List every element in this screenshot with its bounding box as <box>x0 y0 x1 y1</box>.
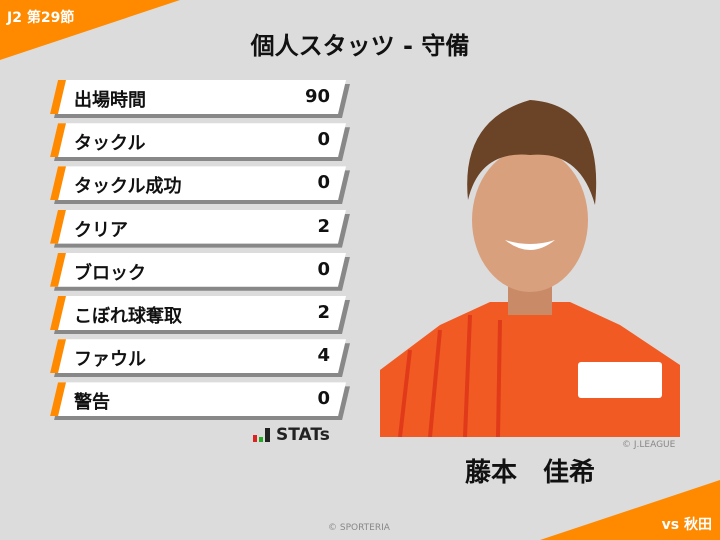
stat-row: タックル 0 <box>50 123 352 159</box>
row-bar <box>50 339 346 373</box>
stat-row: 警告 0 <box>50 382 352 418</box>
stat-value: 0 <box>317 129 330 151</box>
stat-value: 0 <box>317 172 330 194</box>
row-bar <box>50 382 346 416</box>
row-bar <box>50 253 346 287</box>
stat-row: タックル成功 0 <box>50 166 352 202</box>
row-bar <box>50 123 346 157</box>
stat-value: 0 <box>317 388 330 410</box>
bar-chart-icon <box>253 428 270 442</box>
stat-row: クリア 2 <box>50 209 352 246</box>
stat-value: 4 <box>317 345 330 367</box>
stat-label: ファウル <box>74 349 146 371</box>
stat-value: 0 <box>317 258 330 280</box>
stat-value: 2 <box>317 215 330 237</box>
row-bar <box>50 296 346 330</box>
round-label: J2 第29節 <box>7 10 75 26</box>
stat-row: 出場時間 90 <box>50 80 352 116</box>
player-photo <box>380 80 680 437</box>
row-bar <box>50 210 346 244</box>
stat-label: タックル成功 <box>74 176 182 198</box>
player-name: 藤本 佳希 <box>464 458 595 488</box>
stat-label: こぼれ球奪取 <box>74 306 182 327</box>
row-bar <box>50 80 346 114</box>
opponent-label: vs 秋田 <box>661 517 712 533</box>
stats-logo-text: STATs <box>276 425 330 445</box>
stat-label: クリア <box>74 219 128 241</box>
footer-credit: © SPORTERIA <box>328 523 390 533</box>
stat-label: タックル <box>74 133 146 155</box>
stat-label: ブロック <box>74 262 146 284</box>
stat-label: 出場時間 <box>74 90 146 111</box>
stat-value: 90 <box>304 86 330 107</box>
stat-label: 警告 <box>74 392 110 414</box>
stat-row: ブロック 0 <box>50 252 352 289</box>
stat-value: 2 <box>317 302 330 323</box>
stats-logo: STATs <box>253 425 330 445</box>
stat-row: こぼれ球奪取 2 <box>50 296 352 332</box>
row-bar <box>50 166 346 200</box>
page-title: 個人スタッツ - 守備 <box>250 32 470 60</box>
photo-credit: © J.LEAGUE <box>622 440 676 450</box>
stat-row: ファウル 4 <box>50 339 352 375</box>
